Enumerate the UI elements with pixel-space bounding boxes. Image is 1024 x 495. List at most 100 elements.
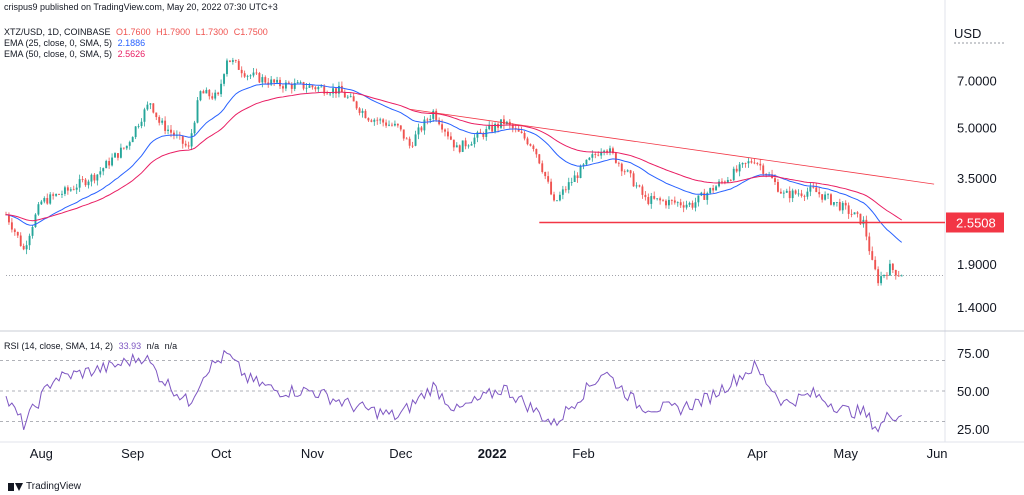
candle-body (199, 91, 202, 101)
candle-body (880, 276, 883, 284)
candle-body (393, 123, 396, 126)
candle-body (55, 194, 58, 196)
candle-body (635, 185, 638, 187)
candle-body (494, 123, 497, 132)
time-tick-label: Feb (572, 446, 594, 461)
candle-body (452, 139, 455, 148)
candle-body (747, 161, 750, 164)
footer[interactable]: TradingView (8, 481, 81, 492)
legend-symbol[interactable]: XTZ/USD, 1D, COINBASE (4, 27, 111, 37)
candle-body (556, 200, 558, 202)
candle-body (196, 100, 199, 123)
candle-body (93, 174, 96, 181)
candle-body (208, 89, 211, 97)
candle-body (361, 110, 364, 113)
price-tick-label: 7.0000 (957, 73, 997, 88)
candle-body (211, 96, 214, 99)
candle-body (240, 69, 243, 74)
candle-body (750, 161, 753, 163)
candle-body (181, 135, 184, 144)
legend-rsi-value: 33.93 (118, 341, 142, 351)
candle-body (261, 77, 264, 83)
support-level-badge (946, 212, 1004, 233)
price-axis[interactable]: USD 1.4000 1.9000 3.5000 5.0000 7.0000 2.5508 2… (946, 26, 1005, 437)
candle-body (883, 274, 885, 277)
legend-ema25[interactable]: EMA (25, close, 0, SMA, 5) 2.1886 (4, 38, 148, 49)
candle-body (96, 174, 99, 181)
time-axis[interactable]: Aug Sep Oct Nov Dec 2022 Feb Apr May Jun (30, 446, 948, 461)
candle-body (756, 163, 759, 164)
candle-body (332, 88, 334, 94)
candle-body (108, 161, 111, 166)
candle-body (396, 123, 399, 126)
legend-rsi[interactable]: RSI (14, close, SMA, 14, 2) 33.93 n/a n/… (4, 341, 180, 352)
candle-body (467, 145, 470, 147)
candle-body (841, 202, 844, 211)
candle-body (16, 231, 19, 236)
candle-body (777, 181, 779, 192)
candle-body (170, 129, 172, 133)
candle-body (603, 150, 606, 153)
candle-body (461, 140, 464, 152)
candle-body (105, 161, 108, 169)
candle-body (426, 119, 429, 121)
candle-body (40, 201, 43, 205)
ema-layer (5, 82, 903, 243)
candle-body (282, 86, 284, 89)
candle-body (146, 104, 149, 110)
candle-body (570, 182, 573, 183)
candle-body (614, 153, 617, 163)
candle-body (226, 60, 228, 75)
candle-body (741, 162, 744, 165)
candle-body (237, 60, 240, 70)
candle-body (688, 202, 691, 205)
candle-body (320, 86, 323, 88)
candle-body (464, 140, 467, 147)
candle-body (871, 251, 874, 260)
candle-body (352, 96, 355, 102)
candle-body (329, 93, 332, 95)
candle-body (697, 195, 700, 203)
candle-body (137, 126, 140, 127)
candle-body (13, 229, 16, 232)
candle-body (252, 72, 255, 76)
trend-line[interactable] (409, 108, 935, 185)
candle-body (897, 275, 900, 277)
candle-body (812, 186, 815, 188)
candle-body (806, 191, 809, 197)
candle-body (656, 198, 659, 200)
candle-body (520, 131, 523, 133)
candle-body (49, 194, 52, 204)
candle-body (626, 170, 629, 172)
candle-body (488, 125, 491, 130)
candle-body (399, 125, 402, 130)
candle-body (214, 92, 217, 99)
legend-ema50[interactable]: EMA (50, close, 0, SMA, 5) 2.5626 (4, 49, 148, 60)
price-tick-label: 5.0000 (957, 121, 997, 136)
time-tick-label: Nov (301, 446, 325, 461)
candle-body (850, 213, 853, 215)
rsi-layer (5, 349, 902, 433)
candle-body (647, 197, 650, 204)
candle-body (364, 110, 367, 119)
time-tick-label: Sep (121, 446, 144, 461)
candle-body (46, 198, 49, 204)
candle-body (81, 179, 84, 180)
candle-body (853, 212, 856, 215)
candle-body (609, 148, 611, 153)
candle-body (726, 179, 729, 183)
candle-body (66, 187, 69, 191)
candle-body (597, 154, 600, 156)
candle-body (382, 119, 385, 123)
candle-body (458, 145, 461, 152)
candle-body (470, 144, 473, 146)
candle-body (782, 192, 785, 194)
candle-body (676, 202, 679, 204)
candle-body (264, 77, 267, 83)
candle-body (429, 118, 432, 121)
candle-body (723, 181, 726, 183)
legend-ema50-value: 2.5626 (117, 49, 146, 59)
candle-body (317, 87, 320, 90)
candle-body (694, 202, 697, 208)
candle-body (835, 202, 838, 203)
